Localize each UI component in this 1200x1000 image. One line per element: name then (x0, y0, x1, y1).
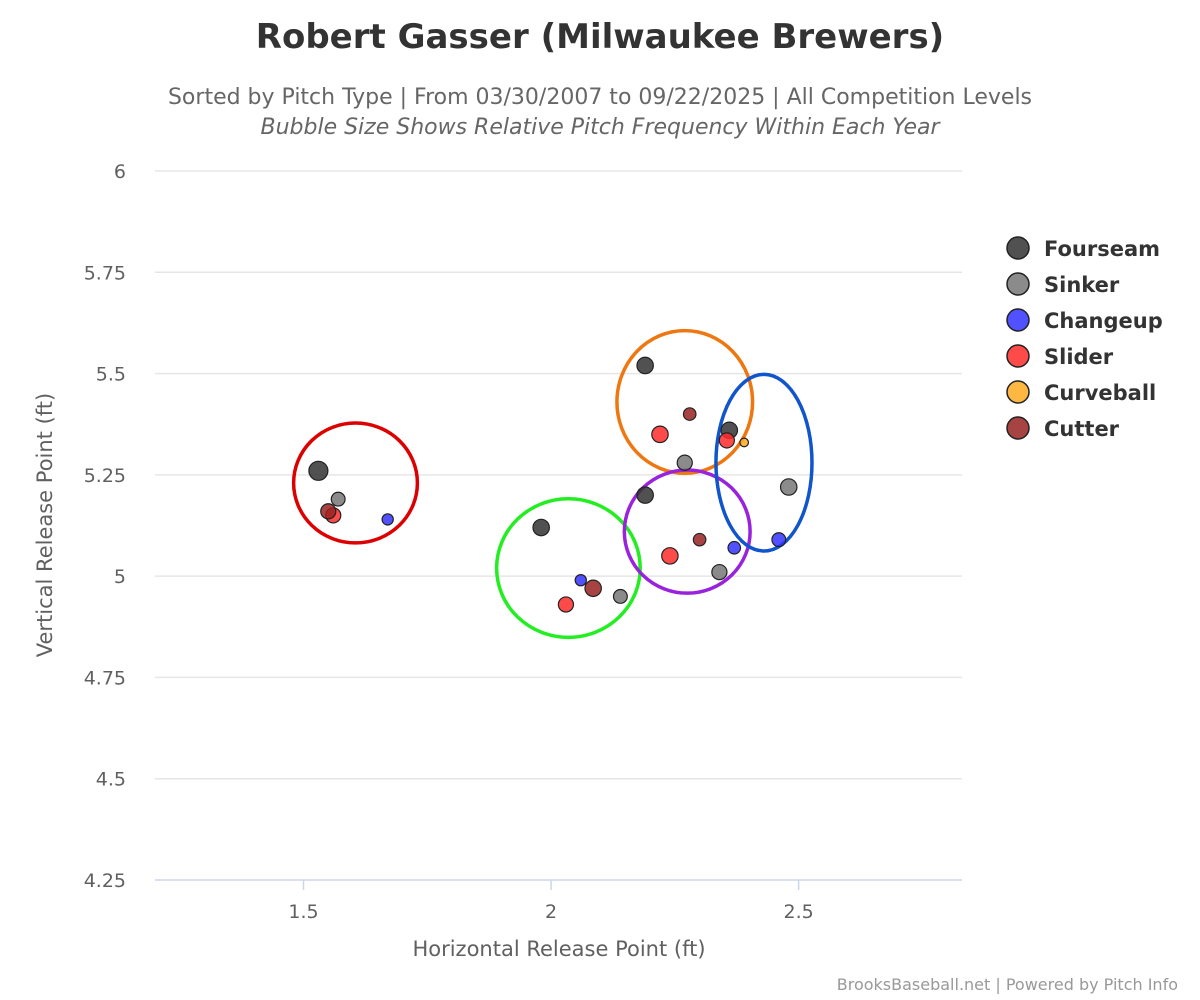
y-tick-label: 6 (114, 161, 126, 183)
slider-point (719, 433, 734, 448)
slider-point (652, 426, 668, 442)
sinker-point (712, 565, 727, 580)
y-tick-label: 5 (114, 566, 126, 588)
curveball-legend-label: Curveball (1044, 381, 1156, 405)
changeup-point (382, 514, 393, 525)
sinker-point (677, 455, 692, 470)
cluster-ellipse (716, 374, 812, 551)
fourseam-point (309, 461, 328, 480)
slider-point (662, 548, 678, 564)
sinker-point (613, 590, 627, 604)
curveball-legend-marker (1007, 381, 1029, 403)
cluster-ellipse (497, 499, 641, 638)
cutter-point (693, 533, 706, 546)
cutter-point (683, 408, 696, 421)
cluster-ellipse (294, 423, 418, 543)
slider-legend-label: Slider (1044, 345, 1114, 369)
fourseam-point (637, 357, 653, 373)
fourseam-point (637, 487, 653, 503)
fourseam-legend-marker (1007, 237, 1029, 259)
cutter-legend-marker (1007, 417, 1029, 439)
grid-lines (155, 171, 962, 779)
slider-point (558, 597, 573, 612)
sinker-legend-label: Sinker (1044, 273, 1120, 297)
y-tick-label: 5.25 (84, 465, 126, 487)
x-tick-label: 2.5 (784, 901, 814, 923)
sinker-point (781, 479, 797, 495)
sinker-legend-marker (1007, 273, 1029, 295)
data-points (309, 357, 797, 612)
cutter-legend-label: Cutter (1044, 417, 1120, 441)
changeup-point (575, 575, 586, 586)
y-tick-label: 4.5 (96, 769, 126, 791)
chart-subtitle: Sorted by Pitch Type | From 03/30/2007 t… (168, 85, 1032, 110)
y-tick-label: 4.25 (84, 870, 126, 892)
y-tick-label: 4.75 (84, 667, 126, 689)
chart-title: Robert Gasser (Milwaukee Brewers) (256, 17, 944, 57)
credits: BrooksBaseball.net | Powered by Pitch In… (837, 975, 1178, 994)
cutter-point (321, 504, 336, 519)
y-axis-ticks: 4.25 4.5 4.75 5 5.25 5.5 5.75 6 (84, 161, 126, 892)
changeup-legend-marker (1007, 309, 1029, 331)
changeup-legend-label: Changeup (1044, 309, 1163, 333)
sinker-point (331, 492, 345, 506)
fourseam-point (533, 519, 549, 535)
y-tick-label: 5.75 (84, 262, 126, 284)
changeup-point (772, 533, 786, 547)
curveball-point (740, 438, 749, 447)
cutter-point (585, 580, 601, 596)
x-axis-title: Horizontal Release Point (ft) (412, 937, 705, 961)
cluster-ellipse (617, 331, 753, 474)
fourseam-legend-label: Fourseam (1044, 237, 1160, 261)
slider-legend-marker (1007, 345, 1029, 367)
release-point-chart: Robert Gasser (Milwaukee Brewers) Sorted… (0, 0, 1200, 1000)
y-tick-label: 5.5 (96, 364, 126, 386)
y-axis-title: Vertical Release Point (ft) (33, 393, 57, 657)
x-tick-label: 1.5 (288, 901, 318, 923)
legend: Fourseam Sinker Changeup Slider Curveball Cut… (1007, 237, 1163, 441)
cluster-ellipses (294, 331, 812, 638)
chart-subtitle-italic: Bubble Size Shows Relative Pitch Frequen… (260, 115, 941, 140)
changeup-point (728, 542, 741, 555)
x-axis-ticks: 1.5 2 2.5 (288, 880, 813, 923)
x-tick-label: 2 (545, 901, 557, 923)
